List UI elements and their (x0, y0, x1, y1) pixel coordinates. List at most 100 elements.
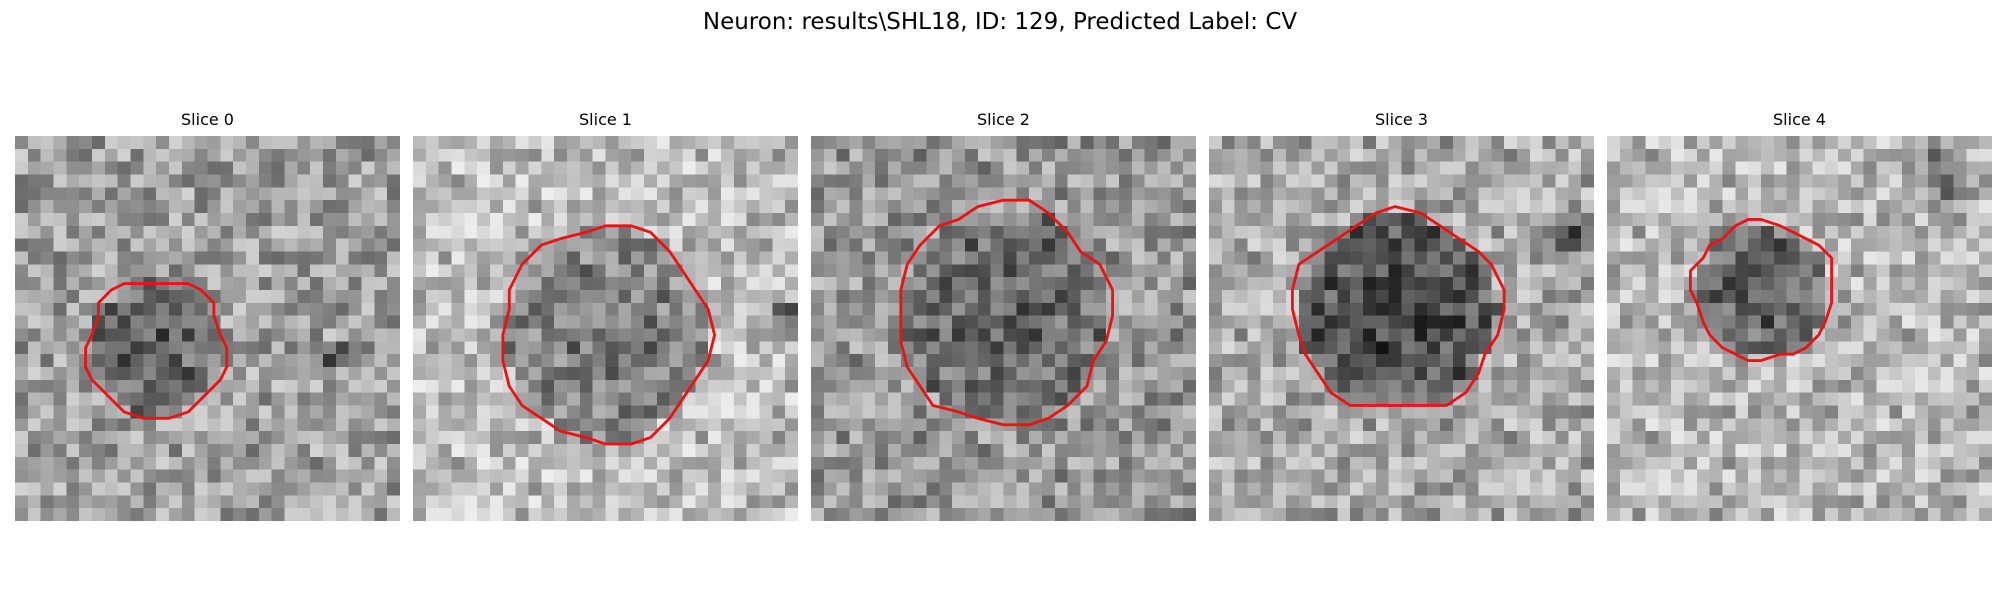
pixel (849, 418, 863, 432)
pixel (1607, 315, 1621, 329)
pixel (1722, 136, 1736, 150)
pixel (297, 341, 311, 355)
pixel (1927, 405, 1941, 419)
pixel (1940, 238, 1954, 252)
pixel (926, 508, 940, 521)
pixel (1414, 251, 1428, 265)
pixel (1337, 200, 1351, 214)
pixel (66, 200, 80, 214)
pixel (1093, 418, 1107, 432)
pixel (310, 379, 324, 393)
pixel (1555, 482, 1569, 496)
pixel (271, 200, 285, 214)
pixel (348, 379, 362, 393)
pixel (1863, 469, 1877, 483)
pixel (1761, 264, 1775, 278)
pixel (1902, 418, 1916, 432)
pixel (1221, 251, 1235, 265)
pixel (669, 174, 683, 188)
pixel (1106, 367, 1120, 381)
pixel (1054, 367, 1068, 381)
pixel (258, 367, 272, 381)
pixel (528, 341, 542, 355)
pixel (1003, 444, 1017, 458)
pixel (233, 482, 247, 496)
pixel (1812, 187, 1826, 201)
pixel (1170, 328, 1184, 342)
pixel (1927, 431, 1941, 445)
pixel (1581, 341, 1594, 355)
pixel (1684, 251, 1698, 265)
pixel (618, 354, 632, 368)
pixel (1234, 277, 1248, 291)
pixel (1619, 251, 1633, 265)
pixel (335, 495, 349, 509)
pixel (926, 444, 940, 458)
pixel (1568, 431, 1582, 445)
pixel (271, 354, 285, 368)
pixel (348, 225, 362, 239)
pixel (310, 341, 324, 355)
pixel (1170, 482, 1184, 496)
pixel (1427, 136, 1441, 150)
pixel (258, 148, 272, 162)
pixel (1414, 392, 1428, 406)
pixel (1350, 174, 1364, 188)
pixel (1183, 405, 1196, 419)
pixel (618, 328, 632, 342)
pixel (515, 495, 529, 509)
pixel (836, 213, 850, 227)
pixel (374, 354, 388, 368)
pixel (490, 174, 504, 188)
pixel (965, 136, 979, 150)
pixel (348, 200, 362, 214)
pixel (1838, 354, 1852, 368)
pixel (1337, 444, 1351, 458)
pixel (1119, 508, 1133, 521)
pixel (1388, 508, 1402, 521)
pixel (631, 148, 645, 162)
pixel (117, 495, 131, 509)
pixel (656, 354, 670, 368)
pixel (1080, 225, 1094, 239)
pixel (952, 495, 966, 509)
pixel (528, 367, 542, 381)
pixel (1221, 238, 1235, 252)
pixel (1221, 315, 1235, 329)
pixel (92, 367, 106, 381)
pixel (348, 444, 362, 458)
pixel (1504, 161, 1518, 175)
pixel (246, 431, 260, 445)
pixel (913, 508, 927, 521)
pixel (1555, 161, 1569, 175)
pixel (1311, 495, 1325, 509)
pixel (1735, 418, 1749, 432)
pixel (1311, 341, 1325, 355)
pixel (156, 200, 170, 214)
pixel (515, 444, 529, 458)
pixel (361, 187, 375, 201)
pixel (181, 354, 195, 368)
pixel (425, 392, 439, 406)
pixel (849, 405, 863, 419)
pixel (1581, 328, 1594, 342)
pixel (746, 341, 760, 355)
pixel (1157, 225, 1171, 239)
pixel (1825, 213, 1839, 227)
pixel (579, 456, 593, 470)
pixel (1311, 392, 1325, 406)
pixel (130, 264, 144, 278)
pixel (1709, 379, 1723, 393)
pixel (1183, 315, 1196, 329)
pixel (284, 136, 298, 150)
pixel (233, 290, 247, 304)
pixel (1388, 213, 1402, 227)
pixel (79, 379, 93, 393)
pixel (1260, 456, 1274, 470)
pixel (1863, 444, 1877, 458)
pixel (1581, 264, 1594, 278)
pixel (374, 456, 388, 470)
pixel (708, 367, 722, 381)
pixel (682, 341, 696, 355)
pixel (1748, 264, 1762, 278)
